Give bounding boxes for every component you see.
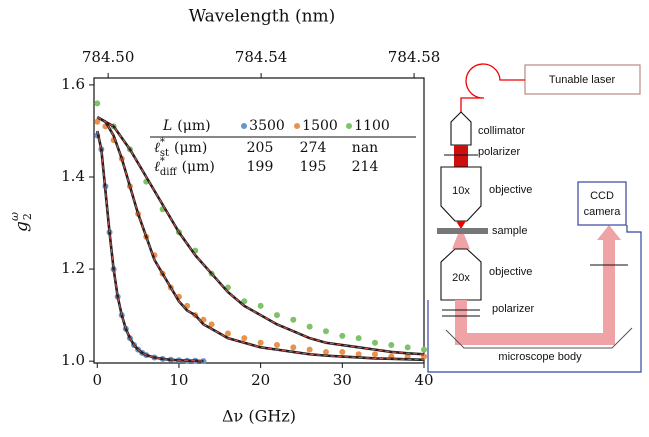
plot-frame bbox=[93, 77, 425, 364]
collimator-label: collimator bbox=[478, 125, 525, 137]
legend-label: 1500 bbox=[302, 118, 338, 134]
table-cell: 205 bbox=[247, 140, 274, 156]
row-sup: * bbox=[160, 156, 165, 167]
row-sup: * bbox=[160, 137, 165, 148]
polarizer-top-label: polarizer bbox=[478, 146, 521, 158]
objective-20x-label: objective bbox=[489, 266, 532, 278]
data-point bbox=[306, 323, 313, 330]
y-label-symbol: g bbox=[12, 221, 32, 232]
data-point bbox=[339, 348, 346, 355]
data-point bbox=[94, 118, 101, 125]
y-tick-label: 1.4 bbox=[61, 167, 85, 185]
data-point bbox=[371, 351, 378, 358]
top-tick-label: 784.58 bbox=[388, 48, 441, 66]
legend-header-symbol: L bbox=[162, 118, 172, 134]
data-point bbox=[322, 348, 329, 355]
table-row-label: ℓ* diff (μm) bbox=[154, 156, 215, 178]
objective-10x bbox=[440, 166, 482, 222]
legend-label: 3500 bbox=[249, 118, 285, 134]
table-cell: 214 bbox=[352, 159, 379, 175]
data-point bbox=[241, 335, 248, 342]
data-point bbox=[355, 335, 362, 342]
table-cell: 199 bbox=[247, 159, 274, 175]
data-point bbox=[257, 339, 264, 346]
legend-marker bbox=[241, 123, 247, 129]
row-symbol: ℓ bbox=[154, 159, 160, 175]
legend-label: 1100 bbox=[354, 118, 390, 134]
data-point bbox=[241, 298, 248, 305]
top-axis-title: Wavelength (nm) bbox=[189, 7, 336, 27]
data-point bbox=[94, 100, 101, 107]
camera-label-2: camera bbox=[584, 206, 622, 218]
data-point bbox=[404, 344, 411, 351]
legend-marker bbox=[346, 123, 352, 129]
top-tick-label: 784.54 bbox=[235, 48, 288, 66]
legend-header: L (μm) bbox=[162, 118, 211, 134]
x-tick-label: 10 bbox=[169, 371, 188, 389]
data-point bbox=[421, 346, 427, 353]
scattered-cone bbox=[452, 234, 470, 249]
data-point bbox=[306, 346, 313, 353]
table-row-label: ℓ* st (μm) bbox=[154, 137, 207, 159]
laser-label: Tunable laser bbox=[549, 74, 616, 86]
table-cell: 195 bbox=[300, 159, 327, 175]
data-point bbox=[339, 332, 346, 339]
objective-10x-mag: 10x bbox=[452, 185, 470, 197]
y-tick-label: 1.2 bbox=[61, 259, 85, 277]
microscope-label: microscope body bbox=[498, 351, 582, 363]
data-point bbox=[355, 351, 362, 358]
fit-line-dashed bbox=[96, 116, 425, 355]
sample bbox=[437, 228, 488, 234]
laser-beam bbox=[454, 145, 468, 167]
fit-line-dashed bbox=[96, 116, 425, 361]
y-label-sup: ω bbox=[8, 212, 21, 221]
y-axis-title: gω2 bbox=[8, 212, 34, 232]
data-point bbox=[273, 342, 280, 349]
polarizer-bottom-label: polarizer bbox=[492, 303, 535, 315]
camera-box bbox=[577, 181, 627, 226]
data-point bbox=[290, 316, 297, 323]
camera-label-1: CCD bbox=[590, 190, 614, 202]
data-point bbox=[322, 328, 329, 335]
data-point bbox=[290, 344, 297, 351]
y-tick-label: 1.0 bbox=[61, 351, 85, 369]
row-symbol: ℓ bbox=[154, 140, 160, 156]
objective-20x-mag: 20x bbox=[452, 272, 470, 284]
legend-marker bbox=[294, 123, 300, 129]
y-label-sub: 2 bbox=[21, 213, 34, 220]
objective-20x bbox=[440, 248, 482, 301]
row-unit: (μm) bbox=[174, 140, 207, 156]
row-sub: st bbox=[160, 148, 169, 159]
data-point bbox=[224, 330, 231, 337]
collimator bbox=[450, 111, 472, 146]
y-tick-label: 1.6 bbox=[61, 75, 85, 93]
setup-diagram: Tunable laser collimator polarizer 10x o… bbox=[427, 63, 642, 373]
objective-10x-label: objective bbox=[489, 184, 532, 196]
microscope-body bbox=[427, 225, 642, 373]
x-tick-label: 0 bbox=[92, 371, 102, 389]
sample-label: sample bbox=[492, 225, 527, 237]
x-tick-label: 20 bbox=[251, 371, 270, 389]
data-point bbox=[208, 321, 215, 328]
focus-cone bbox=[456, 221, 466, 229]
x-axis-title: Δν (GHz) bbox=[222, 407, 296, 426]
row-unit: (μm) bbox=[182, 159, 215, 175]
body-tube bbox=[445, 327, 633, 349]
legend-header-unit: (μm) bbox=[177, 118, 210, 134]
data-point bbox=[371, 339, 378, 346]
x-tick-label: 40 bbox=[414, 371, 433, 389]
data-point bbox=[273, 312, 280, 319]
x-tick-label: 30 bbox=[333, 371, 352, 389]
beam-path bbox=[455, 225, 621, 345]
fiber bbox=[460, 63, 525, 114]
data-point bbox=[257, 302, 264, 309]
fit-line-dashed bbox=[96, 130, 204, 362]
table-cell: nan bbox=[352, 140, 378, 156]
row-sub: diff bbox=[160, 167, 178, 178]
data-point bbox=[388, 342, 395, 349]
top-tick-label: 784.50 bbox=[82, 48, 135, 66]
table-cell: 274 bbox=[300, 140, 327, 156]
